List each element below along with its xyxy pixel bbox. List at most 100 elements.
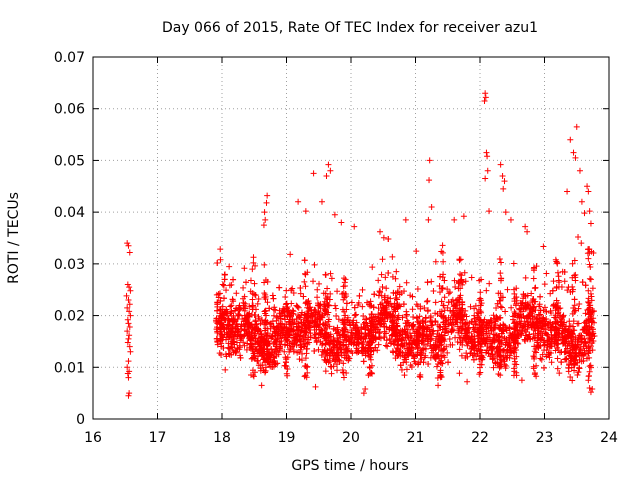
data-point: [362, 352, 369, 359]
data-point: [459, 316, 466, 323]
data-point: [586, 208, 593, 215]
data-point: [328, 370, 335, 377]
data-point: [273, 328, 280, 335]
data-point: [541, 281, 548, 288]
data-point: [260, 222, 267, 229]
data-point: [389, 273, 396, 280]
data-point: [484, 319, 491, 326]
data-point: [477, 289, 484, 296]
data-point: [394, 288, 401, 295]
data-point: [214, 329, 221, 336]
data-point: [262, 359, 269, 366]
data-point: [213, 315, 220, 322]
data-point: [231, 329, 238, 336]
data-point: [303, 374, 310, 381]
data-point: [291, 337, 298, 344]
data-point: [374, 321, 381, 328]
data-point: [335, 356, 342, 363]
data-point: [403, 279, 410, 286]
data-point: [375, 305, 382, 312]
data-point: [221, 295, 228, 302]
data-point: [588, 319, 595, 326]
data-point: [462, 326, 469, 333]
data-point: [401, 372, 408, 379]
data-point: [315, 324, 322, 331]
data-point: [554, 302, 561, 309]
data-point: [585, 295, 592, 302]
data-point: [476, 277, 483, 284]
data-point: [588, 311, 595, 318]
data-point: [325, 318, 332, 325]
data-point: [254, 337, 261, 344]
data-point: [392, 295, 399, 302]
data-point: [356, 292, 363, 299]
data-point: [556, 370, 563, 377]
data-point: [340, 290, 347, 297]
data-point: [418, 356, 425, 363]
data-point: [303, 312, 310, 319]
data-point: [368, 323, 375, 330]
data-point: [438, 341, 445, 348]
data-point: [227, 334, 234, 341]
data-point: [253, 325, 260, 332]
data-point: [216, 350, 223, 357]
data-point: [322, 290, 329, 297]
data-point: [333, 341, 340, 348]
y-tick-label: 0.03: [54, 257, 85, 273]
data-point: [438, 353, 445, 360]
data-point: [397, 362, 404, 369]
data-point: [453, 305, 460, 312]
data-point: [340, 374, 347, 381]
data-point: [486, 208, 493, 215]
data-point: [249, 296, 256, 303]
data-point: [576, 300, 583, 307]
data-point: [459, 337, 466, 344]
data-point: [586, 347, 593, 354]
data-point: [243, 279, 250, 286]
data-point: [496, 364, 503, 371]
data-point: [432, 318, 439, 325]
data-point: [464, 378, 471, 385]
data-point: [483, 330, 490, 337]
data-point: [482, 175, 489, 182]
data-point: [217, 297, 224, 304]
data-point: [554, 355, 561, 362]
data-point: [548, 343, 555, 350]
data-point: [567, 359, 574, 366]
data-point: [473, 320, 480, 327]
data-point: [464, 342, 471, 349]
data-point: [270, 323, 277, 330]
data-point: [521, 336, 528, 343]
data-point: [413, 248, 420, 255]
data-point: [127, 287, 134, 294]
data-point: [512, 337, 519, 344]
data-point: [223, 310, 230, 317]
data-point: [554, 269, 561, 276]
data-point: [430, 330, 437, 337]
data-point: [380, 234, 387, 241]
data-point: [432, 299, 439, 306]
data-point: [383, 302, 390, 309]
data-point: [441, 354, 448, 361]
data-point: [459, 319, 466, 326]
data-point: [458, 277, 465, 284]
data-point: [126, 284, 133, 291]
data-point: [244, 340, 251, 347]
data-point: [285, 306, 292, 313]
data-point: [524, 301, 531, 308]
data-point: [531, 343, 538, 350]
data-point: [480, 318, 487, 325]
data-point: [314, 294, 321, 301]
data-point: [513, 297, 520, 304]
data-point: [584, 183, 591, 190]
data-point: [588, 343, 595, 350]
data-point: [315, 346, 322, 353]
data-point: [497, 353, 504, 360]
data-point: [491, 331, 498, 338]
data-point: [367, 364, 374, 371]
data-point: [530, 321, 537, 328]
data-point: [526, 331, 533, 338]
data-point: [257, 320, 264, 327]
data-point: [503, 354, 510, 361]
data-point: [506, 330, 513, 337]
